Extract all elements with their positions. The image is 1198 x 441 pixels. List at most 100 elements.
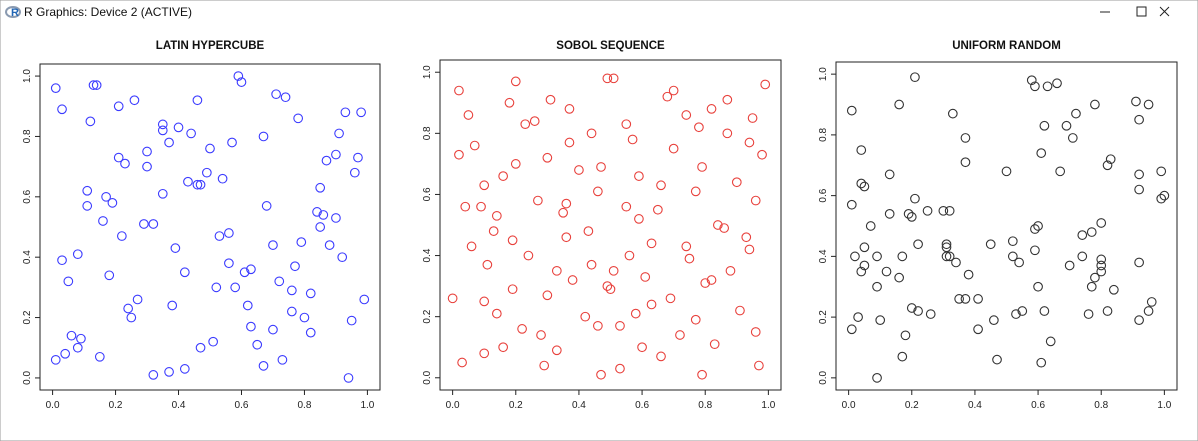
point — [217, 173, 228, 184]
point — [224, 258, 234, 269]
point — [744, 244, 755, 255]
point — [94, 351, 105, 362]
point — [277, 354, 288, 365]
point — [274, 276, 285, 287]
point — [356, 107, 366, 118]
maximize-button[interactable] — [1122, 1, 1158, 23]
point — [697, 162, 707, 172]
point — [1030, 245, 1040, 256]
title-bar — [0, 0, 1198, 24]
y-tick-label: 0.8 — [22, 129, 33, 143]
point — [586, 128, 597, 139]
point — [903, 209, 914, 219]
point — [1090, 272, 1100, 283]
y-tick-label: 0.6 — [22, 189, 33, 203]
point — [859, 260, 870, 271]
point — [985, 239, 996, 250]
point — [192, 179, 203, 190]
point — [1001, 166, 1012, 177]
point — [684, 253, 695, 264]
point — [906, 303, 917, 313]
point — [476, 201, 486, 212]
point — [261, 201, 272, 211]
point — [246, 264, 256, 275]
point — [872, 373, 882, 383]
svg-text:R: R — [11, 7, 19, 19]
point — [179, 364, 190, 374]
point — [117, 231, 127, 241]
point — [593, 320, 603, 331]
point — [126, 312, 137, 323]
y-tick-label: 0.2 — [422, 309, 433, 323]
point — [941, 239, 952, 250]
point — [1077, 251, 1088, 262]
point — [602, 73, 613, 84]
app-icon: R — [5, 6, 21, 19]
point — [230, 282, 241, 293]
x-tick-label: 1.0 — [761, 400, 775, 411]
point — [944, 205, 955, 216]
point — [167, 300, 178, 311]
point — [1159, 190, 1170, 201]
point — [517, 324, 527, 334]
point — [113, 152, 124, 163]
point — [856, 178, 867, 189]
point — [173, 122, 184, 133]
point — [846, 199, 857, 210]
x-tick-label: 0.8 — [1094, 400, 1108, 411]
point — [343, 373, 354, 383]
point — [564, 137, 575, 148]
point — [757, 149, 767, 160]
point — [536, 330, 546, 340]
point — [750, 327, 761, 337]
point — [1134, 315, 1144, 325]
x-tick-label: 0.2 — [109, 400, 123, 411]
point — [665, 293, 676, 304]
point — [1067, 133, 1078, 143]
point — [179, 267, 190, 278]
point — [98, 216, 108, 226]
close-button[interactable] — [1158, 1, 1196, 23]
point — [142, 146, 152, 157]
y-tick-label: 1.0 — [22, 69, 33, 83]
point — [157, 188, 168, 199]
point — [856, 266, 867, 277]
point — [697, 369, 707, 380]
point — [634, 214, 644, 224]
x-tick-label: 0.2 — [509, 400, 523, 411]
point — [334, 128, 344, 139]
point — [567, 275, 578, 285]
point — [72, 342, 83, 353]
point — [706, 275, 717, 285]
point — [88, 80, 99, 90]
point — [1143, 99, 1154, 110]
y-tick-label: 0.4 — [422, 248, 433, 262]
plot-title: LATIN HYPERCUBE — [156, 40, 265, 52]
point — [139, 219, 149, 229]
point — [941, 251, 952, 262]
point — [850, 251, 860, 262]
point — [463, 110, 474, 120]
point — [76, 333, 86, 344]
minimize-button[interactable] — [1086, 1, 1122, 23]
point — [621, 119, 632, 130]
point — [214, 231, 225, 241]
point — [913, 306, 923, 316]
point — [910, 72, 920, 83]
x-tick-label: 0.0 — [46, 400, 60, 411]
point — [954, 294, 964, 304]
point — [315, 222, 326, 232]
point — [299, 312, 310, 323]
point — [85, 116, 96, 127]
point — [884, 209, 895, 219]
point — [735, 305, 745, 316]
point — [1096, 266, 1107, 277]
point — [558, 207, 568, 218]
point — [1134, 169, 1144, 180]
point — [593, 186, 603, 197]
point — [881, 266, 892, 277]
y-tick-label: 0.2 — [22, 310, 33, 324]
point — [973, 324, 983, 335]
